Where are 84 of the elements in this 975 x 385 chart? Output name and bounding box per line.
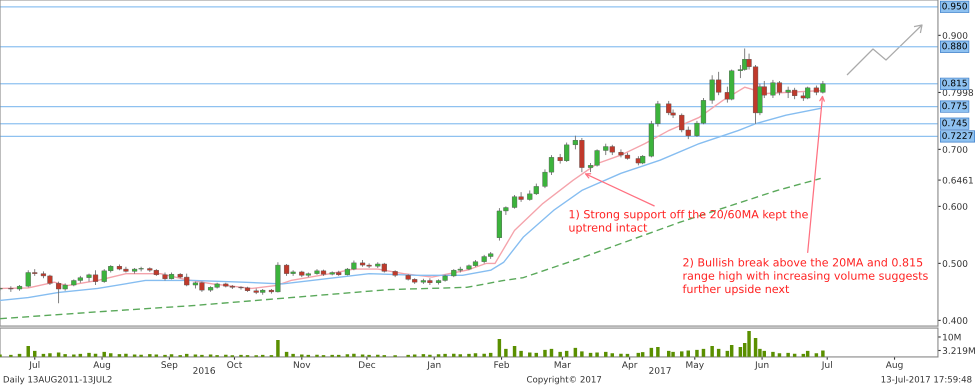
bar [680,351,684,357]
x-tick-label: Sep [161,361,178,370]
bar [564,350,568,357]
bar [498,338,502,357]
bar [56,352,60,357]
x-tick-label: Aug [93,361,110,370]
bar [512,346,516,357]
bar [821,350,825,357]
bar [792,354,796,357]
bar [550,348,554,357]
bar [702,348,706,357]
ref-line-label: 0.880 [942,42,967,50]
ref-line-label: 0.775 [942,102,967,110]
bar [738,346,742,357]
x-tick-label: May [686,361,704,370]
y-tick-label: 0.7998 [942,89,974,96]
y-tick-label: 0.700 [942,146,968,153]
bar [730,344,734,357]
bar [148,354,152,357]
ref-line-label: 0.815 [942,80,967,86]
text: Daily 13AUG2011-13JUL2 [4,376,112,384]
annotation: 2) Bullish break above the 20MA and 0.815 range high with increasing volume suggests further upside next [682,258,928,296]
x-tick-label: Jan [426,361,440,370]
x-tick-label: Jul [28,361,40,370]
bar [716,348,720,357]
bar [422,354,426,357]
bar [686,350,690,357]
bar [604,352,608,357]
bar [94,354,98,357]
x-tick-label: Aug [886,361,903,370]
bar [671,352,675,357]
bar [595,352,599,357]
bar [650,348,654,357]
bar [352,354,356,357]
x-tick-label: Oct [227,361,242,368]
x-tick-label: Mar [554,361,571,368]
bar [574,348,578,357]
x-tick-label: Nov [294,361,310,368]
y-tick-label: 0.6461 [942,176,973,184]
bar [754,338,758,357]
bar [619,354,623,357]
bar [580,351,584,357]
bar [284,352,288,357]
bar [276,340,280,357]
y-tick-label: 0.900 [942,32,968,39]
bar [519,350,523,357]
y-tick-label: 10M [943,334,961,341]
ref-line-label: 0.950 [942,2,967,10]
x2-tick-label: 2017 [649,367,671,374]
x-tick-label: Apr [622,361,638,370]
ref-line-label: 0.745 [942,120,967,126]
bar [656,346,660,357]
bar [504,348,508,357]
y-tick-label: 0.500 [942,260,968,267]
x2-tick-label: 2016 [193,367,216,374]
bar [63,354,67,357]
bar [558,352,562,357]
bar [543,350,547,357]
bar [124,354,128,357]
annotation: 1) Strong support off the 20/60MA kept the uptrend intact [569,210,808,234]
candlestick [8,286,14,292]
bar [528,352,532,357]
y-tick-label: 0.600 [942,203,968,210]
x-tick-label: Jun [754,361,768,370]
bar [771,352,775,357]
bar [452,354,456,357]
bar [640,352,644,357]
bar [695,350,699,357]
y-tick-label: 3.219M [942,347,975,354]
x-tick-label: Feb [494,361,510,368]
bar [26,346,30,357]
text: Copyright© 2017 [526,376,602,384]
y-tick-label: 0.400 [942,317,968,324]
bar [33,350,36,357]
bar [806,350,810,357]
bar [102,352,106,357]
text: 13-Jul-2017 17:59:48 [882,376,972,384]
bar [747,331,751,357]
x-tick-label: Jul [821,361,832,370]
bar [710,346,714,357]
bar [482,354,486,357]
x-tick-label: Dec [359,361,376,368]
ref-line-label: 0.7227 [942,132,973,140]
bar [118,354,122,357]
